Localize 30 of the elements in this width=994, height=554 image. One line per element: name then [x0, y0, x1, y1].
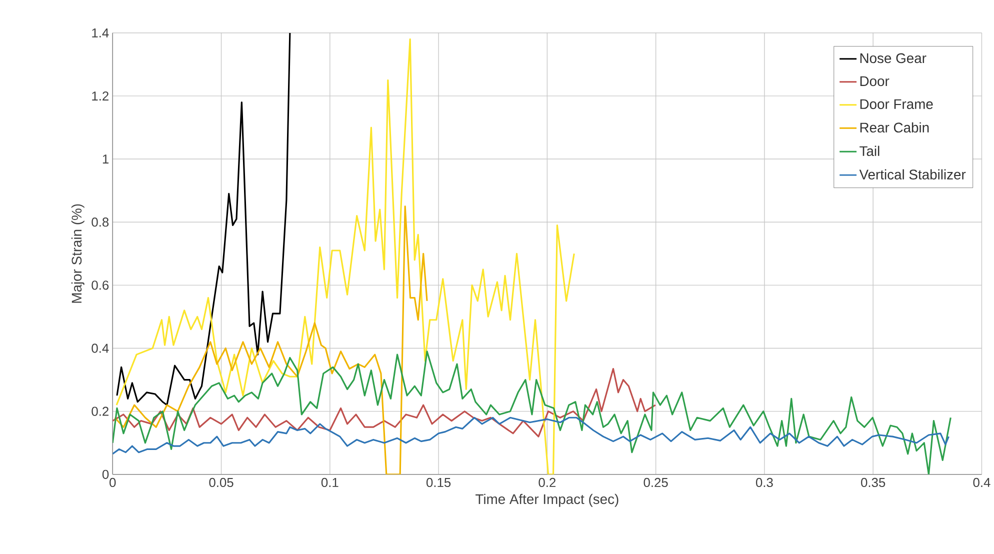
- x-tick-label: 0.4: [973, 478, 990, 487]
- y-tick-label: 0: [102, 470, 109, 479]
- legend-label: Door Frame: [860, 99, 933, 109]
- y-tick-label: 1.2: [92, 91, 108, 100]
- y-tick-label: 0.4: [92, 344, 109, 353]
- line-series: [112, 368, 656, 438]
- y-tick-label: 0.8: [92, 217, 109, 227]
- x-tick-label: 0.1: [321, 478, 338, 487]
- y-tick-label: 1: [102, 154, 108, 164]
- legend-label: Tail: [860, 146, 880, 156]
- legend-label: Rear Cabin: [860, 122, 929, 132]
- x-tick-label: 0.15: [426, 478, 451, 487]
- x-tick-label: 0.3: [756, 478, 773, 487]
- y-tick-label: 0.6: [92, 280, 109, 290]
- line-series: [112, 350, 952, 474]
- y-axis-title: Major Strain (%): [71, 204, 84, 303]
- x-tick-label: 0.25: [644, 478, 668, 487]
- x-axis-title: Time After Impact (sec): [476, 494, 618, 507]
- y-tick-label: 0.2: [92, 406, 108, 416]
- x-tick-label: 0.05: [209, 478, 234, 487]
- y-tick-label: 1.4: [92, 28, 109, 38]
- x-tick-label: 0: [110, 478, 116, 487]
- line-series: [112, 416, 950, 455]
- x-tick-label: 0.35: [861, 478, 886, 487]
- x-tick-label: 0.2: [538, 478, 556, 487]
- line-series: [116, 38, 575, 474]
- legend-label: Door: [860, 76, 890, 86]
- legend-label: Vertical Stabilizer: [859, 169, 966, 180]
- line-series: [116, 32, 291, 406]
- legend-label: Nose Gear: [860, 53, 926, 64]
